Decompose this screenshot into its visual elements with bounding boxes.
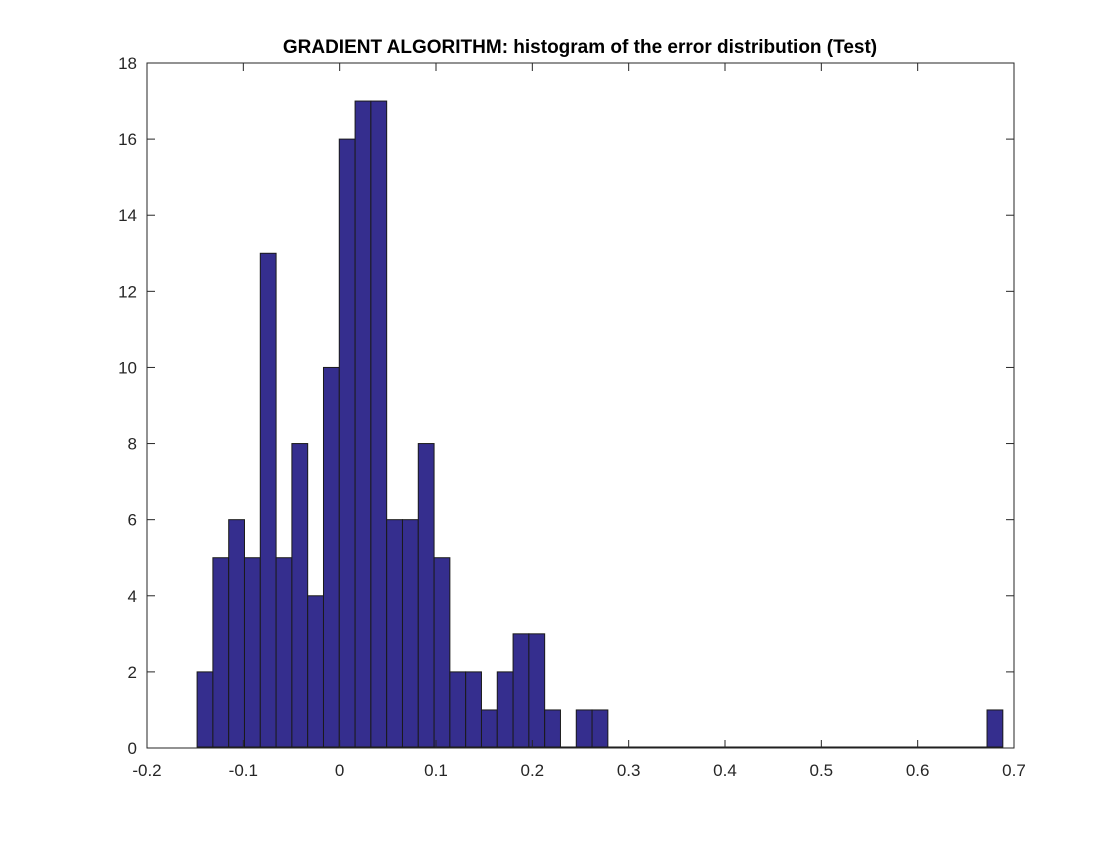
histogram-bar (322, 366, 340, 749)
histogram-bar (401, 519, 419, 749)
histogram-bar (354, 100, 372, 749)
histogram-bar (243, 557, 261, 749)
y-tick-label: 0 (128, 739, 137, 758)
axes-layer (146, 62, 1015, 749)
x-tick-label: -0.2 (132, 761, 161, 780)
histogram-bar (449, 671, 467, 749)
y-tick-label: 2 (128, 663, 137, 682)
histogram-bar (259, 252, 277, 749)
histogram-bar (307, 595, 324, 749)
y-tick-label: 8 (128, 435, 137, 454)
histogram-bar (291, 443, 309, 749)
histogram-bar (480, 709, 498, 749)
y-axis-ticks: 0 2 4 6 8 10 12 14 16 18 (118, 54, 1014, 758)
x-tick-label: 0.5 (810, 761, 834, 780)
x-tick-label: 0.3 (617, 761, 641, 780)
histogram-bar (433, 557, 451, 749)
y-tick-label: 12 (118, 282, 137, 301)
x-tick-label: 0.2 (521, 761, 545, 780)
histogram-bar (591, 709, 609, 749)
histogram-bar (512, 633, 530, 749)
histogram-bar (338, 138, 356, 749)
x-tick-label: 0.4 (713, 761, 737, 780)
x-axis-ticks: -0.2 -0.1 0 0.1 0.2 0.3 0.4 0.5 0.6 0.7 (132, 63, 1026, 780)
histogram-bar (544, 709, 561, 749)
x-tick-label: 0.7 (1002, 761, 1026, 780)
histogram-bar (196, 671, 214, 749)
histogram-bar (370, 100, 388, 749)
histogram-bar (228, 519, 245, 749)
y-tick-label: 6 (128, 511, 137, 530)
y-tick-label: 14 (118, 206, 137, 225)
x-tick-label: 0.1 (424, 761, 448, 780)
histogram-bar (496, 671, 514, 749)
histogram-bar (212, 557, 230, 749)
chart-title: GRADIENT ALGORITHM: histogram of the err… (283, 37, 877, 58)
histogram-bar (465, 671, 482, 749)
histogram-bar (417, 443, 435, 749)
x-tick-label: 0 (335, 761, 344, 780)
x-tick-label: 0.6 (906, 761, 930, 780)
histogram-bar (386, 519, 403, 749)
y-tick-label: 10 (118, 358, 137, 377)
histogram-bar (528, 633, 546, 749)
histogram-bar (275, 557, 293, 749)
histogram-bar (986, 709, 1004, 749)
histogram-bar (575, 709, 593, 749)
y-tick-label: 16 (118, 130, 137, 149)
y-tick-label: 18 (118, 54, 137, 73)
y-tick-label: 4 (128, 587, 137, 606)
axes-box (146, 62, 1015, 749)
x-tick-label: -0.1 (229, 761, 258, 780)
